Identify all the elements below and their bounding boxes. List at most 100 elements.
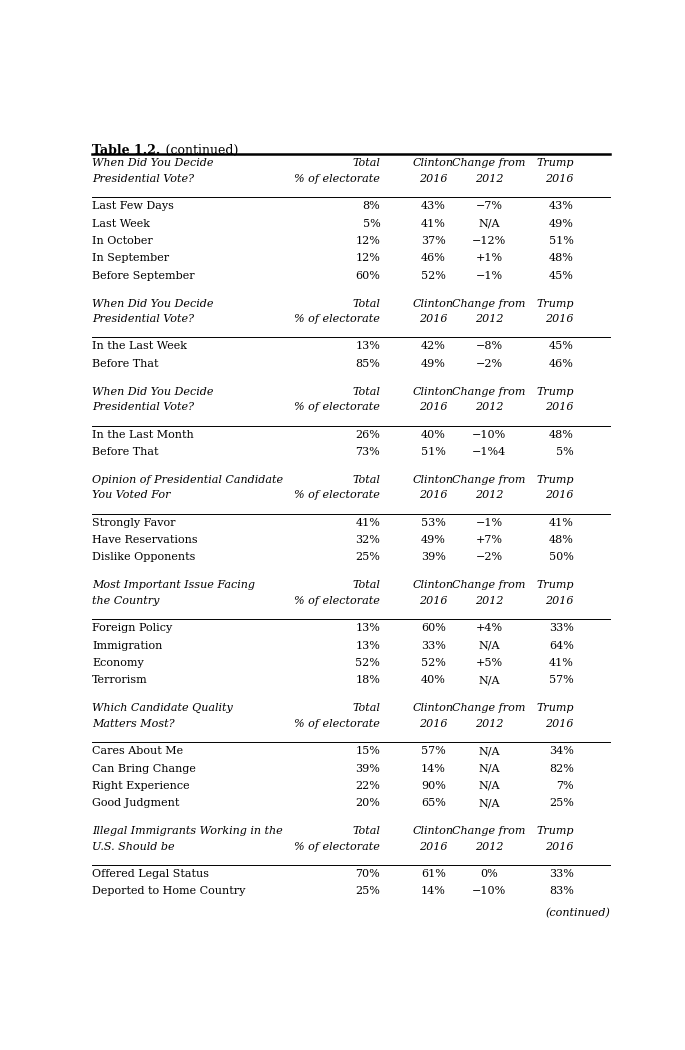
Text: Clinton: Clinton — [413, 298, 454, 309]
Text: Total: Total — [352, 159, 380, 168]
Text: 25%: 25% — [356, 886, 380, 897]
Text: 39%: 39% — [421, 552, 446, 563]
Text: 25%: 25% — [549, 798, 574, 808]
Text: Clinton: Clinton — [413, 386, 454, 397]
Text: N/A: N/A — [478, 640, 500, 651]
Text: 45%: 45% — [549, 341, 574, 352]
Text: 34%: 34% — [549, 747, 574, 756]
Text: 46%: 46% — [549, 359, 574, 369]
Text: 2016: 2016 — [545, 173, 574, 184]
Text: 18%: 18% — [356, 675, 380, 686]
Text: 2016: 2016 — [545, 314, 574, 324]
Text: Which Candidate Quality: Which Candidate Quality — [92, 704, 233, 713]
Text: 0%: 0% — [480, 869, 498, 879]
Text: Deported to Home Country: Deported to Home Country — [92, 886, 245, 897]
Text: Clinton: Clinton — [413, 704, 454, 713]
Text: Change from: Change from — [452, 386, 526, 397]
Text: 52%: 52% — [356, 658, 380, 668]
Text: −12%: −12% — [472, 236, 506, 246]
Text: N/A: N/A — [478, 763, 500, 774]
Text: Trump: Trump — [536, 581, 574, 590]
Text: 8%: 8% — [362, 202, 380, 211]
Text: 2016: 2016 — [545, 595, 574, 606]
Text: 41%: 41% — [356, 518, 380, 528]
Text: 32%: 32% — [356, 536, 380, 545]
Text: Illegal Immigrants Working in the: Illegal Immigrants Working in the — [92, 826, 283, 836]
Text: 51%: 51% — [421, 447, 446, 457]
Text: Clinton: Clinton — [413, 581, 454, 590]
Text: 57%: 57% — [549, 675, 574, 686]
Text: Total: Total — [352, 475, 380, 485]
Text: Before That: Before That — [92, 359, 158, 369]
Text: −1%: −1% — [475, 271, 503, 280]
Text: 43%: 43% — [421, 202, 446, 211]
Text: 7%: 7% — [556, 781, 574, 791]
Text: +1%: +1% — [475, 253, 503, 264]
Text: Dislike Opponents: Dislike Opponents — [92, 552, 195, 563]
Text: 2016: 2016 — [545, 841, 574, 852]
Text: 33%: 33% — [549, 624, 574, 633]
Text: Change from: Change from — [452, 581, 526, 590]
Text: 73%: 73% — [356, 447, 380, 457]
Text: In the Last Week: In the Last Week — [92, 341, 187, 352]
Text: the Country: the Country — [92, 595, 160, 606]
Text: N/A: N/A — [478, 675, 500, 686]
Text: −8%: −8% — [475, 341, 503, 352]
Text: 49%: 49% — [421, 536, 446, 545]
Text: Last Few Days: Last Few Days — [92, 202, 174, 211]
Text: 83%: 83% — [549, 886, 574, 897]
Text: Have Reservations: Have Reservations — [92, 536, 197, 545]
Text: Strongly Favor: Strongly Favor — [92, 518, 175, 528]
Text: 41%: 41% — [549, 518, 574, 528]
Text: N/A: N/A — [478, 781, 500, 791]
Text: Table 1.2.: Table 1.2. — [92, 144, 160, 156]
Text: 26%: 26% — [356, 429, 380, 440]
Text: 5%: 5% — [556, 447, 574, 457]
Text: Can Bring Change: Can Bring Change — [92, 763, 196, 774]
Text: 20%: 20% — [356, 798, 380, 808]
Text: 12%: 12% — [356, 253, 380, 264]
Text: 41%: 41% — [549, 658, 574, 668]
Text: (continued): (continued) — [153, 144, 238, 156]
Text: 48%: 48% — [549, 536, 574, 545]
Text: 25%: 25% — [356, 552, 380, 563]
Text: When Did You Decide: When Did You Decide — [92, 298, 214, 309]
Text: −2%: −2% — [475, 552, 503, 563]
Text: 2016: 2016 — [419, 490, 447, 500]
Text: 60%: 60% — [421, 624, 446, 633]
Text: Good Judgment: Good Judgment — [92, 798, 179, 808]
Text: 51%: 51% — [549, 236, 574, 246]
Text: 65%: 65% — [421, 798, 446, 808]
Text: In the Last Month: In the Last Month — [92, 429, 194, 440]
Text: % of electorate: % of electorate — [295, 314, 380, 324]
Text: Last Week: Last Week — [92, 218, 150, 229]
Text: 90%: 90% — [421, 781, 446, 791]
Text: 2012: 2012 — [475, 718, 503, 729]
Text: −10%: −10% — [472, 429, 506, 440]
Text: 2016: 2016 — [545, 718, 574, 729]
Text: Right Experience: Right Experience — [92, 781, 190, 791]
Text: 2016: 2016 — [419, 402, 447, 412]
Text: Clinton: Clinton — [413, 475, 454, 485]
Text: 39%: 39% — [356, 763, 380, 774]
Text: 2012: 2012 — [475, 173, 503, 184]
Text: % of electorate: % of electorate — [295, 841, 380, 852]
Text: Trump: Trump — [536, 298, 574, 309]
Text: Economy: Economy — [92, 658, 144, 668]
Text: % of electorate: % of electorate — [295, 718, 380, 729]
Text: 2012: 2012 — [475, 841, 503, 852]
Text: +4%: +4% — [475, 624, 503, 633]
Text: Cares About Me: Cares About Me — [92, 747, 183, 756]
Text: 70%: 70% — [356, 869, 380, 879]
Text: 14%: 14% — [421, 763, 446, 774]
Text: Clinton: Clinton — [413, 826, 454, 836]
Text: 2012: 2012 — [475, 595, 503, 606]
Text: 15%: 15% — [356, 747, 380, 756]
Text: 50%: 50% — [549, 552, 574, 563]
Text: 12%: 12% — [356, 236, 380, 246]
Text: You Voted For: You Voted For — [92, 490, 171, 500]
Text: 37%: 37% — [421, 236, 446, 246]
Text: 57%: 57% — [421, 747, 446, 756]
Text: Change from: Change from — [452, 826, 526, 836]
Text: 14%: 14% — [421, 886, 446, 897]
